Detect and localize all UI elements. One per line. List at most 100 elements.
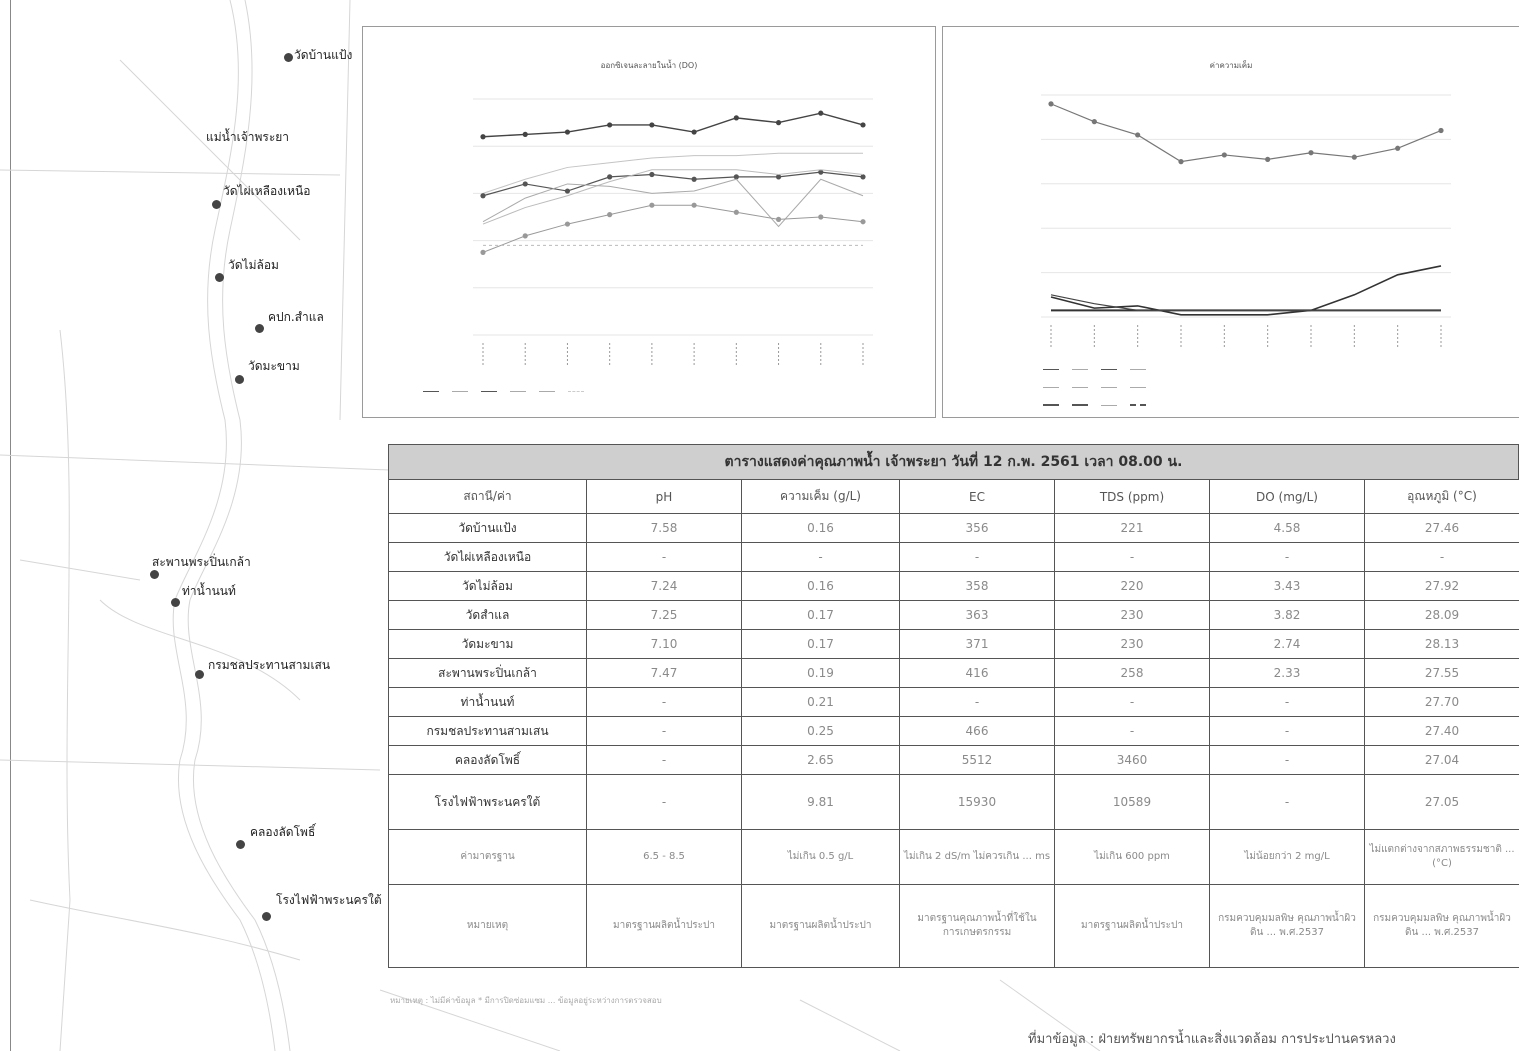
- column-header: สถานี/ค่า: [388, 479, 587, 514]
- series-line: [482, 152, 863, 194]
- value-cell: 0.25: [741, 716, 900, 746]
- value-cell: 27.92: [1364, 571, 1519, 601]
- legend-item: [1072, 387, 1091, 388]
- value-cell: 3.82: [1209, 600, 1365, 630]
- table-row: วัดมะขาม 7.10 0.17 371 230 2.74 28.13: [388, 629, 1519, 659]
- station-marker[interactable]: [262, 912, 271, 921]
- value-cell: 7.10: [586, 629, 742, 659]
- value-cell: 221: [1054, 513, 1210, 543]
- value-cell: 416: [899, 658, 1055, 688]
- value-cell: 230: [1054, 629, 1210, 659]
- value-cell: 230: [1054, 600, 1210, 630]
- standard-cell: ไม่แตกต่างจากสภาพธรรมชาติ ... (°C): [1364, 829, 1519, 885]
- data-point: [564, 129, 571, 135]
- value-cell: 27.04: [1364, 745, 1519, 775]
- value-cell: 7.25: [586, 600, 742, 630]
- value-cell: 7.47: [586, 658, 742, 688]
- series-line: [1050, 103, 1442, 163]
- value-cell: -: [1054, 687, 1210, 717]
- column-header: TDS (ppm): [1054, 479, 1210, 514]
- station-label: สะพานพระปิ่นเกล้า: [152, 555, 251, 569]
- series-line: [482, 204, 864, 253]
- value-cell: 27.05: [1364, 774, 1519, 830]
- legend-item: [1072, 404, 1091, 406]
- station-marker[interactable]: [215, 273, 224, 282]
- value-cell: 356: [899, 513, 1055, 543]
- value-cell: 220: [1054, 571, 1210, 601]
- data-source: ที่มาข้อมูล : ฝ่ายทรัพยากรน้ำและสิ่งแวดล…: [1028, 1032, 1396, 1047]
- standard-cell: ไม่เกิน 0.5 g/L: [741, 829, 900, 885]
- remark-row: หมายเหตุ มาตรฐานผลิตน้ำประปา มาตรฐานผลิต…: [388, 884, 1519, 968]
- station-label: แม่น้ำเจ้าพระยา: [206, 130, 290, 144]
- station-label: โรงไฟฟ้าพระนครใต้: [276, 893, 382, 907]
- station-marker[interactable]: [195, 670, 204, 679]
- data-point: [522, 131, 528, 137]
- data-point: [691, 202, 697, 208]
- column-header: ความเค็ม (g/L): [741, 479, 900, 514]
- legend-item: [1101, 369, 1120, 370]
- data-point: [607, 122, 613, 128]
- value-cell: 10589: [1054, 774, 1210, 830]
- data-point: [1265, 156, 1271, 162]
- station-marker[interactable]: [212, 200, 221, 209]
- chart-title: ค่าความเค็ม: [1209, 61, 1253, 70]
- station-marker[interactable]: [236, 840, 245, 849]
- legend-item: [1072, 369, 1091, 370]
- legend-item: [1101, 387, 1120, 388]
- station-marker[interactable]: [235, 375, 244, 384]
- station-marker[interactable]: [255, 324, 264, 333]
- value-cell: 258: [1054, 658, 1210, 688]
- data-point: [649, 202, 655, 208]
- station-name-cell: กรมชลประทานสามเสน: [388, 716, 587, 746]
- station-name-cell: วัดสำแล: [388, 600, 587, 630]
- data-point: [522, 233, 528, 239]
- station-marker[interactable]: [171, 598, 180, 607]
- data-point: [1395, 145, 1401, 151]
- value-cell: 15930: [899, 774, 1055, 830]
- value-cell: 0.21: [741, 687, 900, 717]
- station-marker[interactable]: [284, 53, 293, 62]
- station-name-cell: วัดมะขาม: [388, 629, 587, 659]
- legend-item: [1101, 404, 1120, 406]
- chart-legend: [423, 391, 587, 392]
- value-cell: -: [1054, 716, 1210, 746]
- data-point: [564, 188, 571, 194]
- series-line: [482, 178, 864, 228]
- value-cell: 0.16: [741, 571, 900, 601]
- station-name-cell: วัดไผ่เหลืองเหนือ: [388, 542, 587, 572]
- value-cell: -: [741, 542, 900, 572]
- do-chart-panel: ออกซิเจนละลายในน้ำ (DO): [362, 26, 936, 418]
- legend-item: [452, 391, 471, 392]
- data-point: [649, 171, 655, 178]
- value-cell: 2.33: [1209, 658, 1365, 688]
- value-cell: -: [586, 774, 742, 830]
- remark-cell: กรมควบคุมมลพิษ คุณภาพน้ำผิวดิน ... พ.ศ.2…: [1364, 884, 1519, 968]
- value-cell: 358: [899, 571, 1055, 601]
- value-cell: -: [586, 745, 742, 775]
- value-cell: 4.58: [1209, 513, 1365, 543]
- value-cell: -: [1209, 774, 1365, 830]
- data-point: [818, 110, 824, 116]
- data-point: [860, 219, 866, 225]
- value-cell: 7.24: [586, 571, 742, 601]
- data-point: [733, 174, 739, 180]
- data-point: [733, 209, 739, 215]
- value-cell: 27.46: [1364, 513, 1519, 543]
- series-line: [482, 169, 864, 225]
- data-point: [818, 169, 824, 175]
- data-point: [1438, 127, 1444, 134]
- data-point: [1048, 101, 1054, 107]
- station-marker[interactable]: [150, 570, 159, 579]
- value-cell: 5512: [899, 745, 1055, 775]
- table-row: คลองลัดโพธิ์ - 2.65 5512 3460 - 27.04: [388, 745, 1519, 775]
- chart-legend: [1043, 404, 1149, 406]
- column-header: DO (mg/L): [1209, 479, 1365, 514]
- station-name-cell: สะพานพระปิ่นเกล้า: [388, 658, 587, 688]
- station-label: วัดบ้านแป้ง: [294, 48, 353, 62]
- data-point: [1221, 152, 1227, 158]
- data-point: [480, 193, 486, 199]
- value-cell: 7.58: [586, 513, 742, 543]
- table-row: วัดบ้านแป้ง 7.58 0.16 356 221 4.58 27.46: [388, 513, 1519, 543]
- legend-item: [1130, 404, 1149, 406]
